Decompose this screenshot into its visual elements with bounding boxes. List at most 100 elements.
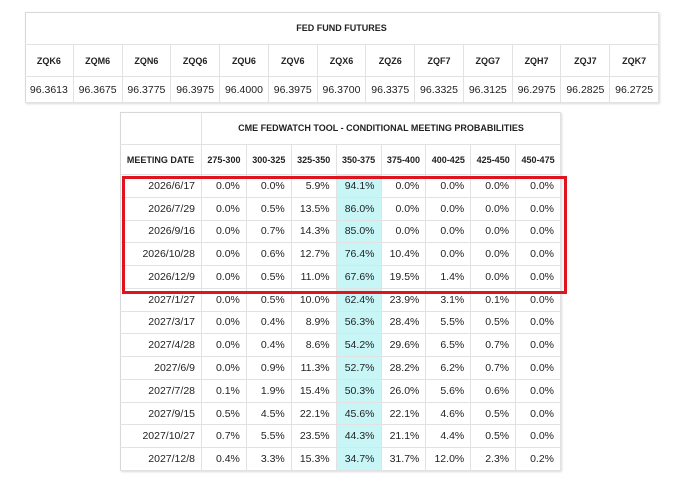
probability: 0.9%: [246, 357, 292, 380]
probability: 0.5%: [471, 425, 517, 449]
probability: 0.0%: [516, 243, 561, 267]
column-header: 400-425: [426, 145, 472, 175]
probability: 5.5%: [246, 425, 292, 449]
probability: 23.5%: [291, 425, 337, 449]
probability: 0.5%: [246, 288, 292, 312]
probability: 11.0%: [291, 266, 337, 289]
probability: 0.0%: [516, 425, 561, 449]
column-header: MEETING DATE: [120, 145, 202, 175]
meeting-date: 2026/6/17: [120, 175, 202, 198]
futures-value: 96.4000: [220, 77, 269, 103]
probability: 15.4%: [291, 379, 337, 403]
probability: 94.1%: [336, 175, 382, 198]
probability: 52.7%: [336, 357, 382, 380]
futures-value: 96.3613: [25, 77, 74, 103]
meeting-date: 2027/1/27: [120, 288, 202, 312]
probability: 0.0%: [202, 197, 247, 221]
probability: 6.2%: [426, 357, 472, 380]
probability: 0.0%: [516, 311, 561, 335]
probability: 5.6%: [426, 379, 472, 403]
column-header: 425-450: [471, 145, 517, 175]
probability: 0.0%: [202, 220, 247, 244]
probability: 3.3%: [246, 448, 292, 471]
probability: 0.0%: [426, 220, 472, 244]
probability: 0.0%: [471, 197, 517, 221]
probability: 62.4%: [336, 288, 382, 312]
probability: 0.0%: [246, 175, 292, 198]
probability: 0.0%: [202, 175, 247, 198]
probability: 85.0%: [336, 220, 382, 244]
probability: 0.5%: [471, 402, 517, 426]
probability: 0.5%: [471, 311, 517, 335]
probability: 10.0%: [291, 288, 337, 312]
probability: 31.7%: [381, 448, 427, 471]
futures-value: 96.2975: [512, 77, 562, 103]
probability: 28.2%: [381, 357, 427, 380]
probability: 0.0%: [516, 379, 561, 403]
probability: 0.0%: [471, 266, 517, 289]
probability: 13.5%: [291, 197, 337, 221]
probability: 5.9%: [291, 175, 337, 198]
probability: 0.0%: [471, 220, 517, 244]
probability: 0.1%: [471, 288, 517, 312]
probability: 0.4%: [202, 448, 247, 471]
probability: 0.0%: [202, 243, 247, 267]
futures-value: 96.3675: [73, 77, 123, 103]
probability: 0.5%: [202, 402, 247, 426]
blank-corner: [120, 112, 202, 145]
probability: 45.6%: [336, 402, 382, 426]
futures-value: 96.3125: [463, 77, 513, 103]
futures-header: ZQK6: [25, 45, 74, 77]
probability: 0.0%: [426, 243, 472, 267]
meeting-date: 2026/10/28: [120, 243, 202, 267]
probability: 1.9%: [246, 379, 292, 403]
column-header: 275-300: [202, 145, 247, 175]
probability: 22.1%: [291, 402, 337, 426]
futures-value: 96.3775: [122, 77, 172, 103]
probability: 10.4%: [381, 243, 427, 267]
probability: 0.4%: [246, 311, 292, 335]
probability: 0.0%: [471, 243, 517, 267]
probability: 5.5%: [426, 311, 472, 335]
probability: 1.4%: [426, 266, 472, 289]
probability: 12.0%: [426, 448, 472, 471]
column-header: 325-350: [291, 145, 337, 175]
probability: 44.3%: [336, 425, 382, 449]
probability: 0.6%: [246, 243, 292, 267]
probability: 0.0%: [516, 334, 561, 358]
probability: 0.0%: [381, 220, 427, 244]
probability: 86.0%: [336, 197, 382, 221]
probability: 0.0%: [516, 220, 561, 244]
futures-value: 96.3700: [317, 77, 367, 103]
probability: 0.0%: [516, 288, 561, 312]
futures-header: ZQU6: [220, 45, 269, 77]
column-header: 350-375: [336, 145, 382, 175]
probability: 0.4%: [246, 334, 292, 358]
probability: 29.6%: [381, 334, 427, 358]
highlight-box: [122, 176, 567, 294]
probability: 2.3%: [471, 448, 517, 471]
probability: 0.0%: [516, 266, 561, 289]
futures-header: ZQG7: [463, 45, 513, 77]
meeting-date: 2027/7/28: [120, 379, 202, 403]
futures-header: ZQF7: [415, 45, 464, 77]
meeting-date: 2026/12/9: [120, 266, 202, 289]
probability: 11.3%: [291, 357, 337, 380]
fedwatch-title: CME FEDWATCH TOOL - CONDITIONAL MEETING …: [202, 112, 561, 145]
probability: 8.6%: [291, 334, 337, 358]
probability: 4.6%: [426, 402, 472, 426]
meeting-date: 2027/6/9: [120, 357, 202, 380]
meeting-date: 2027/4/28: [120, 334, 202, 358]
probability: 3.1%: [426, 288, 472, 312]
futures-header: ZQV6: [268, 45, 318, 77]
futures-header: ZQN6: [122, 45, 172, 77]
meeting-date: 2027/10/27: [120, 425, 202, 449]
futures-header: ZQH7: [512, 45, 562, 77]
probability: 0.0%: [516, 175, 561, 198]
futures-header: ZQK7: [610, 45, 659, 77]
futures-value: 96.3325: [415, 77, 464, 103]
probability: 54.2%: [336, 334, 382, 358]
futures-value: 96.2725: [610, 77, 659, 103]
probability: 0.0%: [426, 197, 472, 221]
probability: 0.0%: [381, 175, 427, 198]
